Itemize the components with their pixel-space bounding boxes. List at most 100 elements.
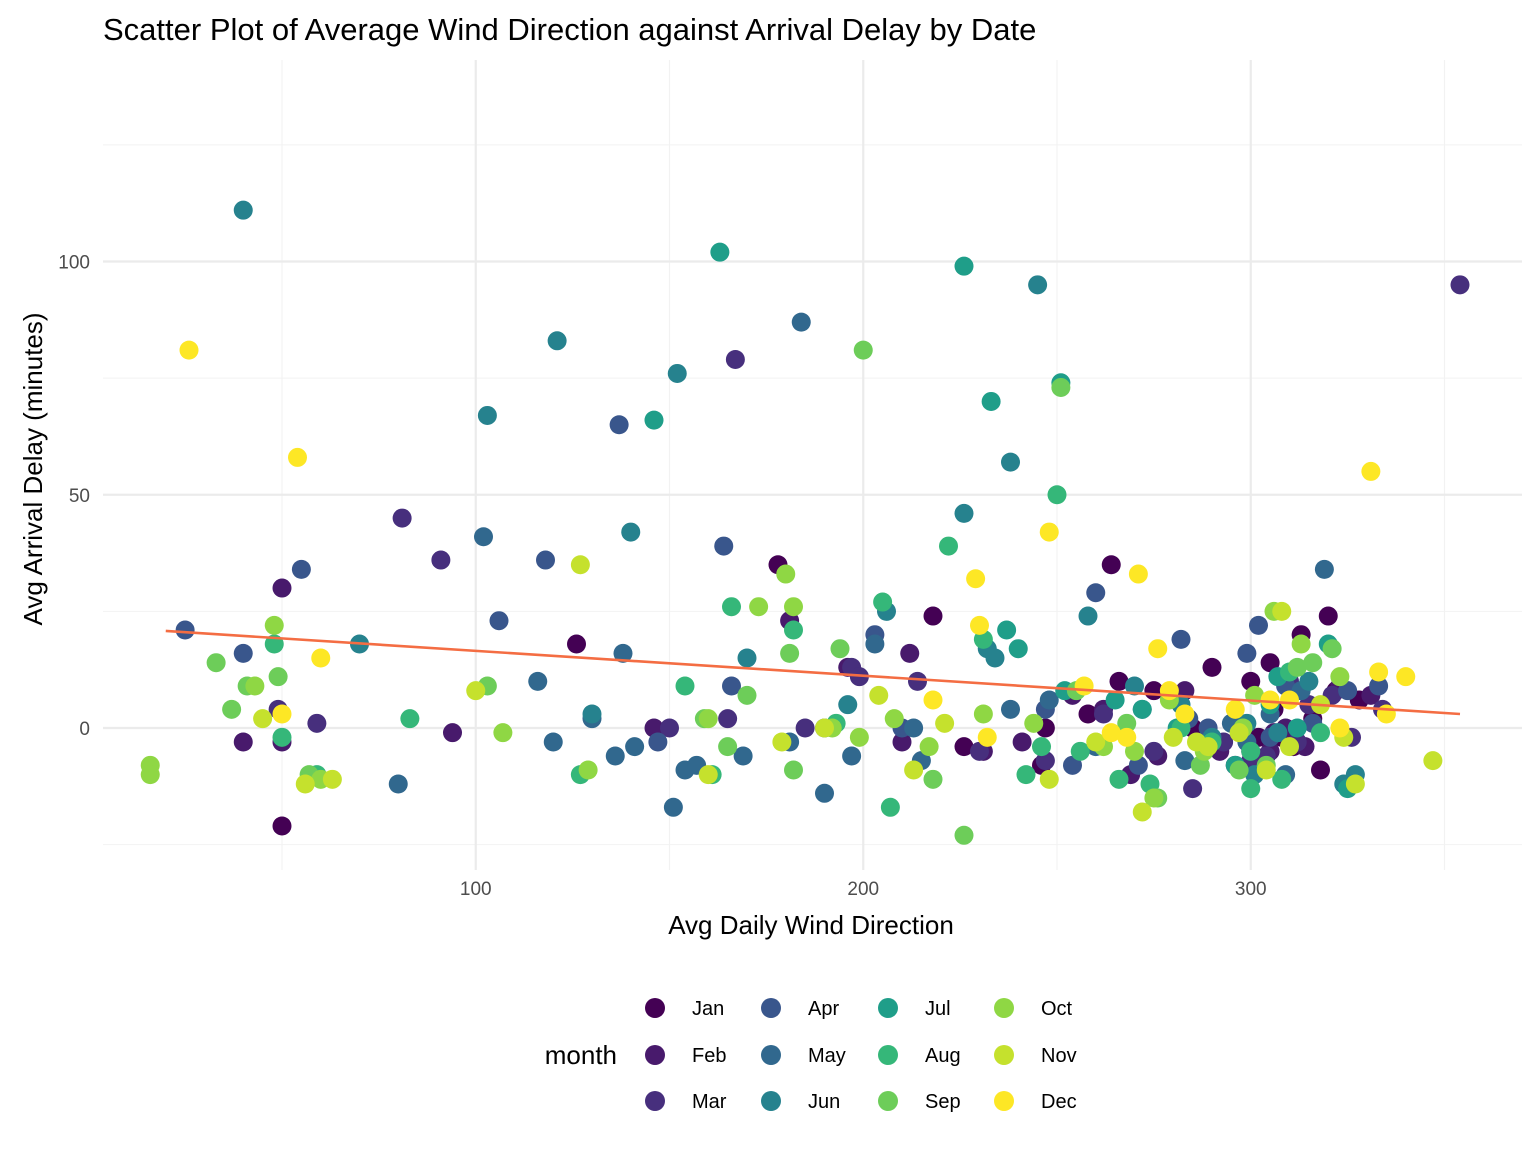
data-point-jan — [923, 606, 943, 626]
legend-swatch — [761, 998, 781, 1018]
data-point-dec — [966, 569, 986, 589]
data-point-aug — [784, 620, 803, 640]
chart-title: Scatter Plot of Average Wind Direction a… — [103, 12, 1036, 47]
data-point-may — [1001, 699, 1020, 719]
data-point-jan — [272, 816, 292, 836]
data-point-mar — [307, 713, 327, 733]
legend-item-feb: Feb — [645, 1045, 726, 1067]
data-point-nov — [1229, 723, 1249, 743]
data-point-aug — [1241, 779, 1261, 799]
data-point-nov — [466, 681, 486, 701]
data-point-sep — [1287, 657, 1307, 677]
data-point-apr — [1249, 615, 1268, 635]
data-point-dec — [1225, 699, 1245, 719]
data-point-mar — [970, 741, 989, 761]
data-point-nov — [904, 760, 924, 780]
data-point-apr — [291, 559, 311, 579]
data-point-dec — [1369, 662, 1389, 682]
y-tick-label: 0 — [79, 719, 90, 740]
data-point-dec — [1039, 522, 1059, 542]
data-point-jan — [954, 737, 974, 757]
data-point-may — [865, 634, 885, 654]
data-point-nov — [1132, 802, 1152, 822]
legend-swatch — [878, 1045, 898, 1065]
data-point-apr — [1369, 676, 1389, 696]
data-point-sep — [853, 340, 873, 360]
data-point-may — [474, 527, 493, 547]
data-points — [140, 200, 1470, 845]
data-point-apr — [1171, 629, 1191, 649]
data-point-nov — [253, 709, 273, 729]
legend-label: May — [808, 1045, 846, 1067]
data-point-oct — [749, 597, 769, 617]
data-point-may — [904, 718, 924, 738]
data-point-jun — [621, 522, 641, 542]
legend-swatch — [761, 1091, 781, 1111]
axis-tick-labels: 100 200 300 0 50 100 — [58, 253, 1266, 901]
data-point-dec — [1175, 704, 1195, 724]
data-point-aug — [1241, 741, 1261, 761]
legend-item-dec: Dec — [994, 1091, 1077, 1113]
data-point-dec — [1376, 704, 1396, 724]
data-point-nov — [772, 732, 792, 752]
data-point-mar — [725, 349, 745, 369]
data-point-jun — [838, 695, 858, 715]
data-point-aug — [880, 797, 900, 817]
legend-item-aug: Aug — [878, 1045, 961, 1067]
data-point-mar — [392, 508, 412, 528]
data-point-oct — [1024, 713, 1044, 733]
data-point-sep — [1229, 760, 1249, 780]
data-point-dec — [1280, 690, 1299, 710]
data-point-oct — [776, 564, 796, 584]
trend-line — [165, 629, 1461, 716]
data-point-dec — [1117, 727, 1137, 747]
legend-swatch — [878, 998, 898, 1018]
data-point-jul — [1132, 699, 1152, 719]
data-point-apr — [1086, 583, 1106, 603]
legend-label: Jun — [808, 1091, 840, 1113]
x-tick-label: 200 — [847, 879, 879, 900]
data-point-dec — [311, 648, 331, 668]
data-point-jan — [1101, 555, 1121, 575]
data-point-apr — [609, 415, 629, 435]
legend-swatch — [645, 1045, 665, 1065]
data-point-nov — [322, 769, 342, 789]
data-point-aug — [1070, 741, 1090, 761]
data-point-may — [605, 746, 625, 766]
data-point-oct — [884, 709, 904, 729]
data-point-jun — [1299, 671, 1319, 691]
data-point-jun — [582, 704, 602, 724]
data-point-may — [528, 671, 548, 691]
trend-line-layer — [165, 629, 1461, 716]
legend-swatch — [994, 1045, 1014, 1065]
legend-swatch — [878, 1091, 898, 1111]
data-point-dec — [1148, 639, 1168, 659]
data-point-aug — [1032, 737, 1051, 757]
data-point-dec — [1396, 667, 1416, 687]
data-point-sep — [1051, 377, 1071, 397]
data-point-oct — [1144, 788, 1164, 808]
legend-item-may: May — [761, 1045, 846, 1067]
data-point-may — [815, 783, 834, 803]
x-tick-label: 300 — [1235, 879, 1267, 900]
data-point-nov — [698, 765, 718, 785]
legend-item-oct: Oct — [994, 998, 1073, 1020]
data-point-mar — [795, 718, 815, 738]
data-point-jul — [1008, 639, 1028, 659]
data-point-sep — [830, 639, 850, 659]
legend-swatch — [994, 998, 1014, 1018]
data-point-aug — [1016, 765, 1036, 785]
y-tick-label: 100 — [58, 253, 90, 274]
data-point-apr — [722, 676, 741, 696]
legend-item-sep: Sep — [878, 1091, 961, 1113]
legend-label: Jul — [925, 998, 951, 1020]
legend-swatch — [994, 1091, 1014, 1111]
data-point-may — [791, 312, 811, 332]
data-point-oct — [1291, 634, 1311, 654]
data-point-mar — [1144, 741, 1164, 761]
data-point-mar — [1450, 275, 1470, 295]
data-point-may — [733, 746, 753, 766]
legend-swatch — [645, 1091, 665, 1111]
legend-label: Sep — [925, 1091, 961, 1113]
data-point-aug — [400, 709, 420, 729]
